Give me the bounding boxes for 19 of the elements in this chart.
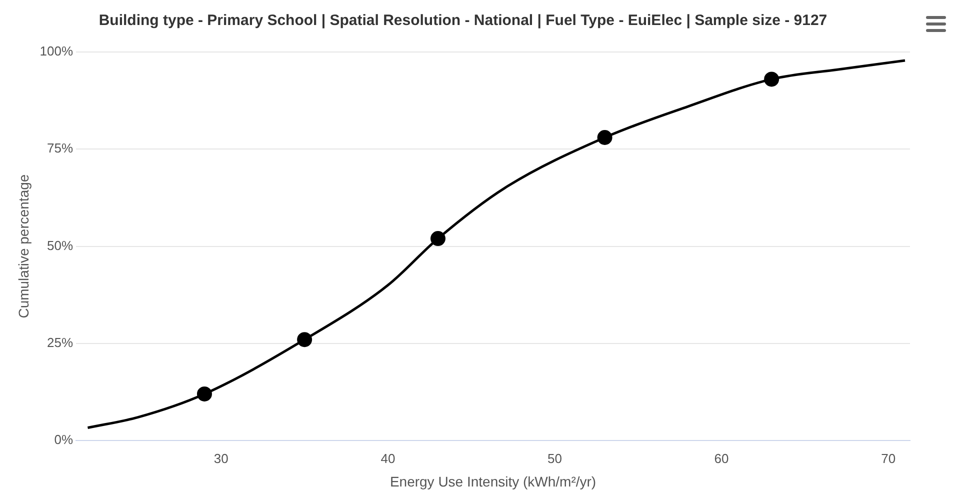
line-series	[86, 59, 906, 430]
point	[597, 130, 612, 145]
x-tick-label: 60	[714, 450, 729, 466]
point	[196, 386, 212, 402]
y-tick-label: 100%	[40, 44, 74, 59]
y-axis-title: Cumulative percentage	[15, 174, 32, 318]
y-tick-label: 0%	[54, 432, 74, 448]
y-tick-label: 25%	[47, 335, 74, 350]
point	[430, 231, 446, 246]
point	[764, 72, 780, 87]
x-tick-label: 50	[548, 450, 562, 466]
x-tick-label: 70	[881, 450, 896, 466]
y-tick-label: 50%	[47, 238, 74, 253]
chart-title: Building type - Primary School | Spatial Resolution - National | Fuel Type - EuiElec | Sample size - 9127	[98, 12, 828, 30]
y-tick-label: 75%	[47, 140, 74, 156]
point	[297, 332, 312, 348]
x-axis-title: Energy Use Intensity (kWh/m²/yr)	[390, 473, 596, 490]
x-tick-label: 30	[214, 450, 228, 466]
x-tick-label: 40	[380, 450, 396, 466]
